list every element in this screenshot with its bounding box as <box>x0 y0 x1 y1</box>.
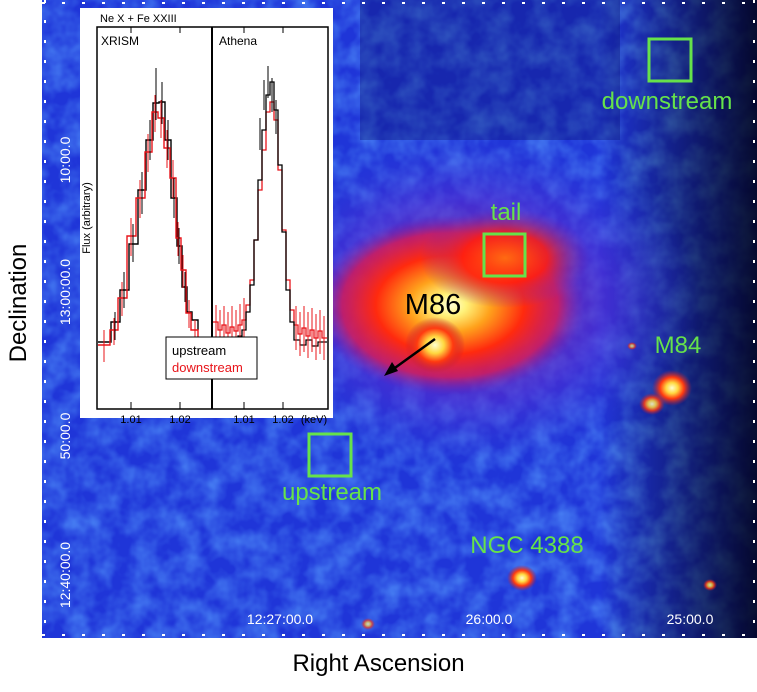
m86-label: M86 <box>405 289 461 321</box>
xrism-upstream-spectrum <box>98 101 199 343</box>
athena-black-error-bars <box>259 66 277 150</box>
point-source-bottom <box>361 618 375 630</box>
ra-tick-1: 12:27:00.0 <box>247 611 313 627</box>
upstream-label: upstream <box>282 479 382 506</box>
athena-downstream-spectrum <box>213 101 327 339</box>
upstream-region-box <box>307 432 353 478</box>
spectrum-inset: Ne X + Fe XXIII XRISM Athena Flux (arbit… <box>80 8 333 426</box>
dec-tick-2: 13:00:00.0 <box>57 259 73 325</box>
m84-companion <box>639 393 665 415</box>
inset-right-panel-label: Athena <box>219 34 257 48</box>
point-source-mid <box>627 342 637 350</box>
y-axis-title: Declination <box>5 243 32 363</box>
m86-core <box>405 317 465 373</box>
athena-red-error-bars <box>215 298 325 360</box>
dec-tick-4: 12:40:00.0 <box>57 542 73 608</box>
ra-tick-3: 25:00.0 <box>667 611 714 627</box>
tail-label: tail <box>491 199 522 226</box>
inset-left-panel-label: XRISM <box>101 34 139 48</box>
motion-arrow-line <box>391 337 436 372</box>
m84-label: M84 <box>655 332 702 359</box>
dec-tick-1: 10:00.0 <box>57 136 73 183</box>
ra-tick-2: 26:00.0 <box>466 611 513 627</box>
xrism-red-error-bars <box>103 95 196 362</box>
downstream-region-box <box>647 37 693 83</box>
x-axis-title: Right Ascension <box>292 650 465 677</box>
inset-legend-box <box>165 336 258 380</box>
dec-tick-3: 50:00.0 <box>57 412 73 459</box>
xrism-error-bars <box>114 68 186 340</box>
tail-emission <box>420 208 590 308</box>
legend-upstream: upstream <box>172 343 226 358</box>
inset-xunit: (keV) <box>301 414 327 426</box>
inset-title: Ne X + Fe XXIII <box>100 13 177 25</box>
ngc4388-source <box>507 565 537 591</box>
downstream-label: downstream <box>602 88 733 115</box>
inset-xtick-right-2: 1.02 <box>272 414 293 426</box>
ngc4388-label: NGC 4388 <box>470 532 583 559</box>
tail-region-box <box>482 232 527 278</box>
legend-downstream: downstream <box>172 360 243 375</box>
inset-xtick-left-1: 1.01 <box>120 414 141 426</box>
inset-ylabel: Flux (arbitrary) <box>81 182 93 254</box>
inset-xtick-left-2: 1.02 <box>169 414 190 426</box>
dark-top-right <box>360 0 620 140</box>
motion-arrow-head <box>384 362 398 376</box>
inset-xtick-right-1: 1.01 <box>233 414 254 426</box>
point-source-small <box>703 579 717 591</box>
